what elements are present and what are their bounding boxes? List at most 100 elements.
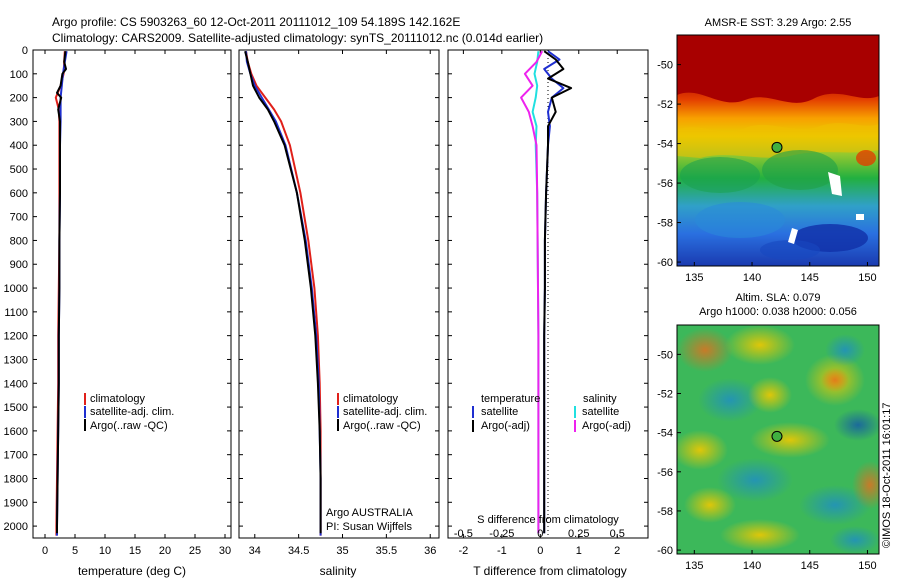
sla-map-frame bbox=[676, 324, 880, 555]
float-pi-annotation: PI: Susan Wijffels bbox=[326, 521, 412, 533]
map-x-tick-label: 140 bbox=[743, 560, 761, 572]
x-tick-label: 10 bbox=[99, 545, 111, 557]
y-tick-label: 0 bbox=[22, 45, 28, 57]
argo-float-marker bbox=[771, 430, 783, 442]
map-y-tick-label: -56 bbox=[657, 178, 673, 190]
map-y-tick-label: -54 bbox=[657, 428, 673, 440]
legend-label-climatology: climatology bbox=[343, 393, 399, 405]
y-tick-label: 1500 bbox=[4, 402, 28, 414]
x-tick-label: 0 bbox=[42, 545, 48, 557]
map-x-tick-label: 145 bbox=[801, 560, 819, 572]
y-tick-label: 300 bbox=[10, 116, 28, 128]
s-diff-tick-label: 0.25 bbox=[568, 528, 589, 540]
x-tick-label: 36 bbox=[424, 545, 436, 557]
float-owner-annotation: Argo AUSTRALIA bbox=[326, 507, 413, 519]
y-tick-label: 900 bbox=[10, 259, 28, 271]
difference-x-axis: -2 -1 0 1 2 bbox=[458, 50, 620, 557]
x-tick-label: 34.5 bbox=[288, 545, 309, 557]
x-tick-label: -1 bbox=[497, 545, 507, 557]
map-y-tick-label: -60 bbox=[657, 545, 673, 557]
legend-swatch-argo bbox=[84, 419, 86, 431]
legend-label-satellite-adj: satellite-adj. clim. bbox=[343, 406, 427, 418]
figure-title-line2: Climatology: CARS2009. Satellite-adjuste… bbox=[52, 31, 543, 45]
salinity-legend: climatology satellite-adj. clim. Argo(..… bbox=[337, 393, 427, 432]
sla-map-title-line2: Argo h1000: 0.038 h2000: 0.056 bbox=[699, 306, 857, 318]
sst-map-title: AMSR-E SST: 3.29 Argo: 2.55 bbox=[705, 17, 852, 29]
legend-label-t-satellite: satellite bbox=[481, 406, 518, 418]
x-tick-label: 5 bbox=[72, 545, 78, 557]
argo-float-marker bbox=[771, 141, 783, 153]
x-tick-label: 0 bbox=[537, 545, 543, 557]
legend-swatch-s-argo bbox=[574, 420, 576, 432]
y-tick-label: 1800 bbox=[4, 473, 28, 485]
y-tick-label: 100 bbox=[10, 69, 28, 81]
salinity-panel: 34 34.5 35 35.5 36 climatology satellite-adj… bbox=[238, 49, 440, 578]
s-difference-ticks: -0.5 -0.25 0 0.25 0.5 bbox=[454, 528, 625, 540]
temperature-panel: 0100200300400500600700800900100011001200… bbox=[4, 45, 232, 578]
salinity-x-axis: 34 34.5 35 35.5 36 bbox=[249, 50, 436, 557]
s-diff-tick-label: 0.5 bbox=[610, 528, 625, 540]
series-line-2 bbox=[56, 51, 67, 534]
sst-map-frame bbox=[676, 34, 880, 267]
y-tick-label: 800 bbox=[10, 235, 28, 247]
y-tick-label: 1400 bbox=[4, 378, 28, 390]
t-difference-label: T difference from climatology bbox=[473, 564, 627, 578]
y-tick-label: 1300 bbox=[4, 354, 28, 366]
map-y-tick-label: -52 bbox=[657, 389, 673, 401]
y-tick-label: 700 bbox=[10, 212, 28, 224]
y-tick-label: 1600 bbox=[4, 426, 28, 438]
map-y-tick-label: -56 bbox=[657, 467, 673, 479]
map-y-tick-label: -50 bbox=[657, 349, 673, 361]
figure-title-line1: Argo profile: CS 5903263_60 12-Oct-2011 … bbox=[52, 15, 460, 29]
x-tick-label: 25 bbox=[189, 545, 201, 557]
y-tick-label: 600 bbox=[10, 188, 28, 200]
legend-swatch-t-satellite bbox=[472, 406, 474, 418]
map-x-tick-label: 135 bbox=[685, 272, 703, 284]
x-tick-label: 35.5 bbox=[376, 545, 397, 557]
temperature-legend: climatology satellite-adj. clim. Argo(..… bbox=[84, 393, 174, 432]
salinity-y-ticks bbox=[239, 49, 439, 527]
difference-legend: temperature salinity satellite Argo(-adj… bbox=[472, 393, 631, 432]
temperature-series bbox=[54, 51, 68, 536]
legend-label-t-argo: Argo(-adj) bbox=[481, 420, 530, 432]
x-tick-label: 15 bbox=[129, 545, 141, 557]
y-tick-label: 1700 bbox=[4, 450, 28, 462]
difference-panel: -2 -1 0 1 2 temperature salinity satellite A… bbox=[447, 49, 649, 578]
y-tick-label: 200 bbox=[10, 93, 28, 105]
difference-y-ticks bbox=[448, 49, 648, 527]
s-difference-label: S difference from climatology bbox=[477, 514, 619, 526]
pressure-axis: 0 100 200 300 400 500 600 700 800 900 1000 1100 1200… bbox=[4, 45, 231, 533]
x-tick-label: -2 bbox=[458, 545, 468, 557]
y-tick-label: 1200 bbox=[4, 331, 28, 343]
sst-map: AMSR-E SST: 3.29 Argo: 2.55 135 140 145 150… bbox=[657, 17, 880, 284]
y-tick-label: 400 bbox=[10, 140, 28, 152]
credit-text: ©IMOS 18-Oct-2011 16:01:17 bbox=[881, 403, 893, 548]
legend-label-argo: Argo(..raw -QC) bbox=[90, 420, 168, 432]
legend-swatch-s-satellite bbox=[574, 406, 576, 418]
map-x-tick-label: 140 bbox=[743, 272, 761, 284]
salinity-plot-frame bbox=[238, 49, 440, 539]
sla-map-title-line1: Altim. SLA: 0.079 bbox=[736, 292, 821, 304]
series-line-1 bbox=[543, 50, 573, 534]
x-tick-label: 20 bbox=[159, 545, 171, 557]
difference-series bbox=[520, 50, 573, 534]
legend-label-argo: Argo(..raw -QC) bbox=[343, 420, 421, 432]
temperature-plot-frame bbox=[32, 49, 232, 539]
legend-label-s-argo: Argo(-adj) bbox=[582, 420, 631, 432]
salinity-series bbox=[244, 50, 322, 536]
legend-swatch-satellite-adj bbox=[337, 406, 339, 418]
map-y-tick-label: -52 bbox=[657, 99, 673, 111]
sla-map-axes: 135 140 145 150 -50 -52 -54 -56 -58 -60 bbox=[657, 349, 877, 572]
legend-label-satellite-adj: satellite-adj. clim. bbox=[90, 406, 174, 418]
legend-swatch-climatology bbox=[337, 393, 339, 405]
map-y-tick-label: -50 bbox=[657, 60, 673, 72]
legend-swatch-argo bbox=[337, 419, 339, 431]
y-tick-label: 1100 bbox=[4, 307, 28, 319]
x-tick-label: 35 bbox=[336, 545, 348, 557]
map-y-tick-label: -58 bbox=[657, 506, 673, 518]
sla-map: Altim. SLA: 0.079 Argo h1000: 0.038 h200… bbox=[657, 292, 880, 572]
map-x-tick-label: 145 bbox=[801, 272, 819, 284]
s-diff-tick-label: -0.5 bbox=[454, 528, 473, 540]
map-x-tick-label: 150 bbox=[858, 560, 876, 572]
